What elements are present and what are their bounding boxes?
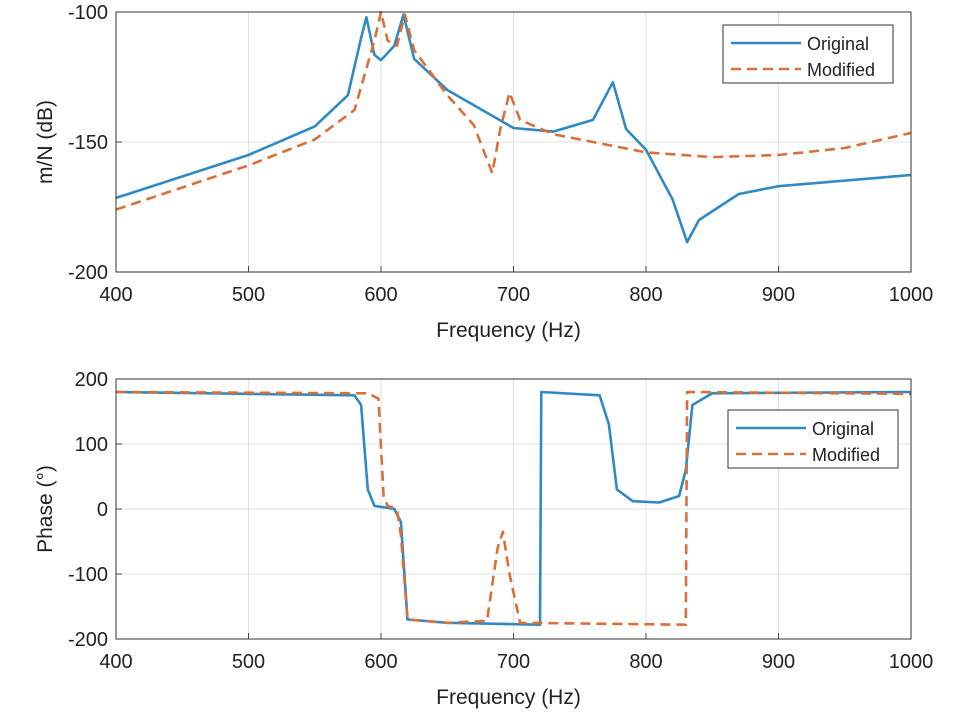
x-tick-label: 1000 — [889, 651, 934, 673]
series-modified — [115, 10, 912, 211]
x-tick-label: 600 — [364, 284, 397, 306]
series-line-original — [115, 390, 912, 626]
series-modified — [115, 390, 912, 626]
legend-box — [722, 24, 894, 84]
x-tick-label: 1000 — [889, 284, 934, 306]
series-line-modified — [115, 390, 912, 626]
y-tick-label: -200 — [68, 629, 108, 651]
chart-1: 400 500 600 700 800 900 1000 -100 -150 -200 Freque… — [34, 2, 933, 342]
legend: Original Modified — [722, 24, 894, 84]
y-tick-label: -200 — [68, 262, 108, 284]
series-line-modified — [115, 10, 912, 211]
y-tick-label: 100 — [75, 434, 108, 456]
series-line-original — [115, 13, 912, 244]
x-axis-label: Frequency (Hz) — [436, 319, 581, 342]
chart-2: 400 500 600 700 800 900 10002001000-100-200Fre… — [34, 369, 933, 709]
legend-box — [727, 409, 899, 469]
legend-label: Modified — [807, 60, 875, 80]
series-original — [115, 390, 912, 626]
y-tick-label: -150 — [68, 132, 108, 154]
y-axis-label: Phase (°) — [34, 465, 57, 553]
legend-label: Original — [812, 419, 874, 439]
y-tick-label: 0 — [97, 499, 108, 521]
x-tick-label: 800 — [629, 651, 662, 673]
x-tick-label: 700 — [497, 651, 530, 673]
y-tick-label: -100 — [68, 564, 108, 586]
axes-box — [115, 378, 912, 640]
series-original — [115, 13, 912, 244]
x-tick-label: 500 — [232, 284, 265, 306]
x-tick-label: 500 — [232, 651, 265, 673]
legend-label: Original — [807, 34, 869, 54]
x-tick-label: 800 — [629, 284, 662, 306]
x-tick-label: 900 — [762, 651, 795, 673]
x-tick-label: 400 — [99, 284, 132, 306]
y-tick-label: -100 — [68, 2, 108, 24]
legend: Original Modified — [727, 409, 899, 469]
y-tick-label: 200 — [75, 369, 108, 391]
y-axis-label: m/N (dB) — [34, 100, 57, 184]
x-tick-label: 900 — [762, 284, 795, 306]
axes-box — [115, 11, 912, 273]
x-tick-label: 400 — [99, 651, 132, 673]
x-tick-label: 600 — [364, 651, 397, 673]
x-axis-label: Frequency (Hz) — [436, 686, 581, 709]
legend-label: Modified — [812, 445, 880, 465]
x-tick-label: 700 — [497, 284, 530, 306]
